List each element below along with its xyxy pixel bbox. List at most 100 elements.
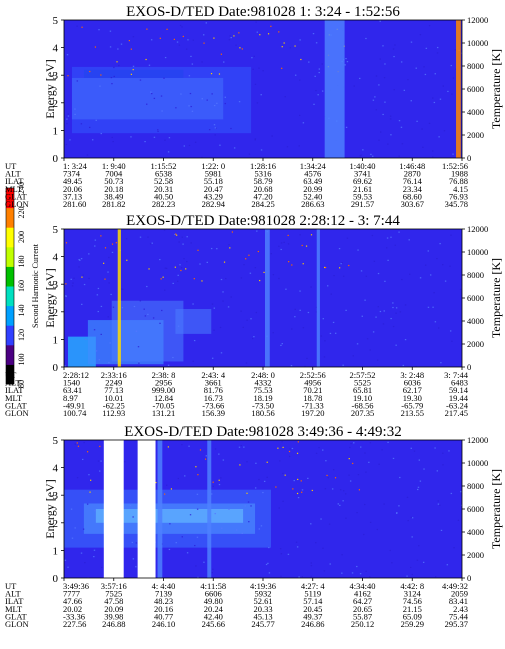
intensity-cell — [461, 504, 462, 507]
intensity-cell — [280, 242, 283, 244]
y-axis-label: Energy [eV] — [43, 268, 57, 327]
table-cell: 47.20 — [253, 191, 272, 201]
table-cell: 20.47 — [204, 184, 223, 194]
intensity-cell — [313, 103, 315, 105]
intensity-cell — [205, 22, 208, 24]
intensity-cell — [189, 514, 192, 516]
intensity-cell — [72, 282, 74, 284]
intensity-cell — [165, 267, 168, 269]
intensity-cell — [204, 458, 207, 460]
intensity-cell — [409, 273, 411, 275]
intensity-cell — [111, 243, 114, 245]
intensity-cell — [74, 113, 76, 116]
intensity-cell — [99, 85, 101, 87]
intensity-cell — [82, 528, 85, 530]
intensity-cell — [208, 129, 211, 131]
intensity-cell — [411, 573, 413, 576]
y2-axis-label: Temperature [K] — [489, 469, 503, 549]
table-cell: 20.06 — [63, 184, 82, 194]
table-cell: 40.77 — [154, 611, 173, 621]
intensity-cell — [390, 236, 392, 238]
intensity-cell — [266, 476, 268, 478]
table-cell: 45.13 — [253, 611, 272, 621]
table-cell: 4:34:40 — [350, 581, 376, 591]
intensity-cell — [65, 283, 67, 285]
intensity-cell — [306, 357, 308, 360]
intensity-cell — [71, 285, 74, 287]
intensity-cell — [342, 490, 345, 492]
intensity-cell — [233, 35, 235, 37]
intensity-cell — [310, 234, 313, 236]
intensity-cell — [143, 308, 145, 310]
intensity-cell — [81, 303, 83, 305]
intensity-cell — [247, 501, 250, 503]
intensity-cell — [181, 536, 183, 538]
table-cell: 19.44 — [449, 393, 469, 403]
y2-axis-label: Temperature [K] — [489, 49, 503, 129]
intensity-cell — [250, 318, 252, 320]
intensity-cell — [110, 76, 113, 79]
table-cell: 12.84 — [154, 393, 174, 403]
table-cell: 197.20 — [301, 408, 324, 418]
intensity-cell — [129, 504, 132, 507]
intensity-cell — [281, 46, 283, 48]
table-cell: 6538 — [155, 169, 172, 179]
panel-1: EXOS-D/TED Date:981028 1: 3:24 - 1:52:56… — [5, 4, 503, 209]
intensity-cell — [329, 332, 332, 335]
intensity-cell — [146, 28, 148, 30]
intensity-cell — [244, 505, 246, 507]
intensity-cell — [83, 283, 86, 286]
intensity-region — [111, 300, 184, 362]
intensity-cell — [175, 542, 177, 544]
intensity-cell — [310, 562, 313, 564]
table-cell: 39.98 — [104, 611, 123, 621]
table-cell: 5525 — [354, 378, 371, 388]
intensity-cell — [452, 77, 455, 79]
table-cell: 6036 — [404, 378, 421, 388]
intensity-cell — [260, 94, 262, 96]
intensity-cell — [199, 449, 202, 451]
intensity-cell — [423, 468, 425, 470]
intensity-cell — [369, 442, 372, 444]
intensity-cell — [340, 263, 342, 265]
intensity-cell — [300, 480, 302, 482]
intensity-cell — [291, 328, 293, 330]
intensity-cell — [407, 79, 409, 81]
intensity-cell — [378, 84, 380, 86]
intensity-cell — [192, 360, 194, 362]
intensity-cell — [185, 48, 188, 50]
intensity-cell — [104, 278, 106, 280]
intensity-cell — [434, 576, 437, 578]
intensity-cell — [383, 77, 386, 79]
intensity-cell — [180, 93, 182, 95]
table-row-label: GLON — [5, 408, 29, 418]
intensity-cell — [245, 258, 247, 260]
intensity-stripe — [264, 229, 270, 367]
intensity-cell — [288, 261, 290, 263]
intensity-cell — [333, 275, 335, 277]
table-cell: 37.13 — [63, 191, 82, 201]
intensity-cell — [108, 282, 110, 284]
intensity-cell — [326, 285, 329, 287]
intensity-cell — [365, 275, 368, 277]
intensity-cell — [345, 309, 347, 311]
table-row-label: ILAT — [5, 385, 24, 395]
intensity-cell — [280, 553, 283, 555]
intensity-cell — [281, 67, 283, 69]
data-gap — [103, 440, 124, 578]
intensity-cell — [299, 39, 301, 41]
intensity-cell — [365, 37, 367, 40]
intensity-cell — [112, 140, 114, 143]
intensity-cell — [197, 576, 199, 578]
intensity-cell — [173, 38, 175, 40]
intensity-cell — [415, 67, 417, 69]
intensity-cell — [389, 118, 392, 120]
intensity-cell — [166, 484, 168, 486]
intensity-cell — [254, 83, 257, 85]
table-cell: 20.31 — [154, 184, 173, 194]
table-cell: 68.60 — [403, 191, 422, 201]
intensity-cell — [191, 63, 194, 65]
intensity-stripe — [316, 229, 320, 367]
intensity-cell — [442, 452, 444, 454]
intensity-cell — [451, 93, 453, 95]
